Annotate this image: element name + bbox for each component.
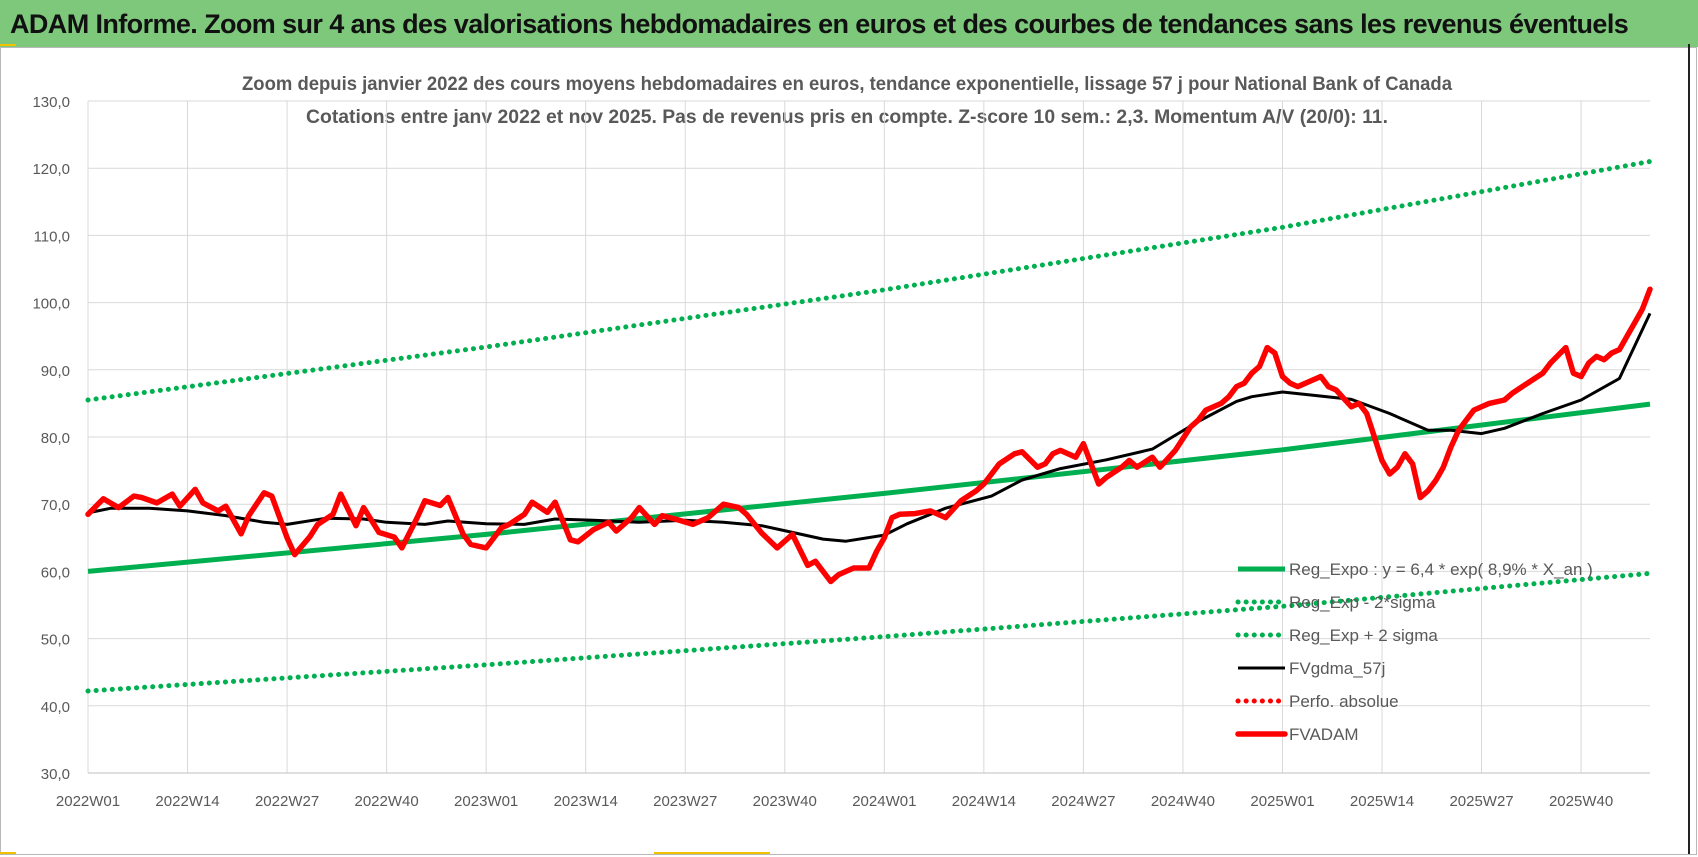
y-tick-label: 120,0	[32, 161, 70, 178]
x-tick-label: 2023W27	[653, 793, 717, 810]
legend-label: Reg_Exp - 2*sigma	[1289, 593, 1436, 612]
series-line-reg-expo-y-6-4-exp-8-9-x-an	[87, 401, 1651, 574]
corner-mark-top-left	[0, 44, 16, 46]
page-title: ADAM Informe. Zoom sur 4 ans des valoris…	[10, 9, 1629, 39]
x-tick-label: 2025W14	[1350, 793, 1414, 810]
corner-mark-right	[1688, 44, 1690, 854]
y-axis-ticks: 30,0 40,0 50,0 60,0 70,0 80,0 90,0 100,0 110,0 12…	[32, 94, 70, 783]
y-tick-label: 130,0	[32, 94, 70, 111]
y-tick-label: 100,0	[32, 296, 70, 313]
header-bar: ADAM Informe. Zoom sur 4 ans des valoris…	[0, 0, 1698, 47]
x-tick-label: 2023W01	[454, 793, 518, 810]
grid	[87, 100, 1650, 774]
y-tick-label: 80,0	[41, 430, 70, 447]
x-tick-label: 2024W01	[852, 793, 916, 810]
x-tick-label: 2022W01	[56, 793, 120, 810]
x-tick-label: 2025W01	[1250, 793, 1314, 810]
y-tick-label: 90,0	[41, 363, 70, 380]
x-tick-label: 2024W40	[1151, 793, 1215, 810]
x-tick-label: 2025W40	[1549, 793, 1613, 810]
y-tick-label: 60,0	[41, 564, 70, 581]
legend: Reg_Expo : y = 6,4 * exp( 8,9% * X_an ) R…	[1235, 560, 1593, 744]
x-axis-ticks: 2022W01 2022W14 2022W27 2022W40 2023W01 2023W…	[56, 793, 1613, 810]
series-line-fvadam	[85, 286, 1653, 585]
series-line-reg-exp-2-sigma	[85, 159, 1653, 403]
corner-mark-bottom-left	[0, 852, 16, 854]
series-line-fvgdma-57j	[87, 312, 1652, 543]
legend-label: Reg_Expo : y = 6,4 * exp( 8,9% * X_an )	[1289, 560, 1593, 579]
corner-mark-bottom-center	[654, 852, 770, 854]
x-tick-label: 2024W14	[952, 793, 1016, 810]
legend-label: Perfo. absolue	[1289, 692, 1399, 711]
x-tick-label: 2025W27	[1449, 793, 1513, 810]
chart-frame	[0, 47, 1697, 855]
series-line-reg-exp-2-sigma	[85, 570, 1653, 694]
y-tick-label: 40,0	[41, 699, 70, 716]
legend-label: Reg_Exp + 2 sigma	[1289, 626, 1438, 645]
series	[85, 159, 1653, 694]
y-tick-label: 110,0	[34, 228, 70, 245]
legend-label: FVgdma_57j	[1289, 659, 1385, 678]
y-tick-label: 50,0	[41, 632, 70, 649]
y-tick-label: 70,0	[41, 497, 70, 514]
x-tick-label: 2024W27	[1051, 793, 1115, 810]
x-tick-label: 2023W14	[554, 793, 618, 810]
legend-label: FVADAM	[1289, 725, 1359, 744]
chart-title: Zoom depuis janvier 2022 des cours moyen…	[242, 74, 1452, 95]
x-tick-label: 2022W14	[155, 793, 219, 810]
x-tick-label: 2022W27	[255, 793, 319, 810]
x-tick-label: 2023W40	[753, 793, 817, 810]
x-tick-label: 2022W40	[355, 793, 419, 810]
chart-subtitle: Cotations entre janv 2022 et nov 2025. P…	[306, 107, 1388, 128]
y-tick-label: 30,0	[41, 766, 70, 783]
